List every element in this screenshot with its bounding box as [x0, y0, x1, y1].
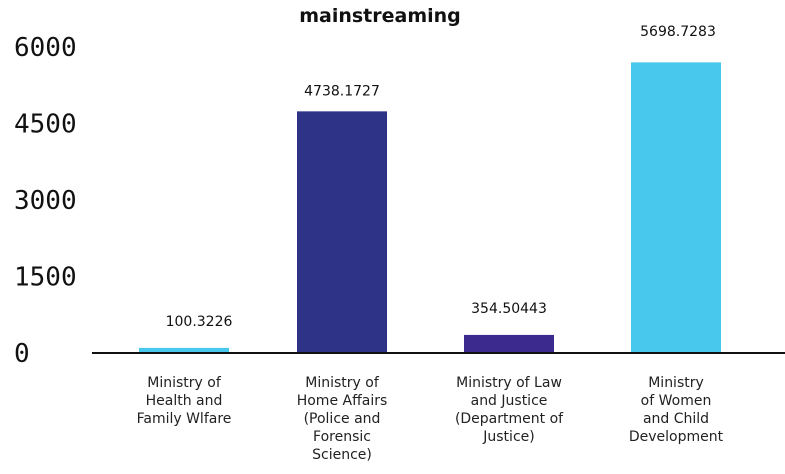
category-label-line: (Police and [304, 411, 381, 427]
data-label: 100.3226 [166, 314, 233, 330]
y-tick-label: 6000 [14, 33, 77, 63]
y-tick-label: 3000 [14, 186, 77, 216]
data-label: 4738.1727 [304, 83, 380, 99]
bar [297, 111, 387, 353]
x-axis-labels: Ministry of Health and Family Wlfare Minist… [137, 375, 724, 463]
data-labels: 100.3226 4738.1727 354.50443 5698.7283 [166, 24, 716, 330]
bar [464, 334, 554, 353]
y-tick-label: 4500 [14, 110, 77, 140]
bar [631, 62, 721, 353]
y-tick-label: 1500 [14, 263, 77, 293]
y-axis-ticks: 0 1500 3000 4500 6000 [14, 33, 77, 369]
category-label-line: Ministry of [147, 375, 222, 391]
category-label-line: (Department of [455, 411, 564, 427]
category-label-line: Science) [312, 447, 372, 463]
bars [139, 62, 721, 353]
category-label-line: Forensic [313, 429, 371, 445]
category-label-line: of Women [641, 393, 712, 409]
chart-title: mainstreaming [299, 5, 461, 27]
category-label-line: Ministry of [305, 375, 380, 391]
category-label-line: Home Affairs [297, 393, 388, 409]
category-label-line: Ministry of Law [456, 375, 562, 391]
data-label: 5698.7283 [640, 24, 716, 40]
category-label-line: Ministry [648, 375, 704, 391]
category-label-line: and Justice [471, 393, 548, 409]
category-label-line: Development [629, 429, 724, 445]
category-label-line: Justice) [482, 429, 534, 445]
category-label-line: and Child [643, 411, 709, 427]
category-label-line: Health and [146, 393, 223, 409]
bar [139, 347, 229, 353]
y-tick-label: 0 [14, 339, 30, 369]
category-label-line: Family Wlfare [137, 411, 232, 427]
data-label: 354.50443 [471, 301, 547, 317]
